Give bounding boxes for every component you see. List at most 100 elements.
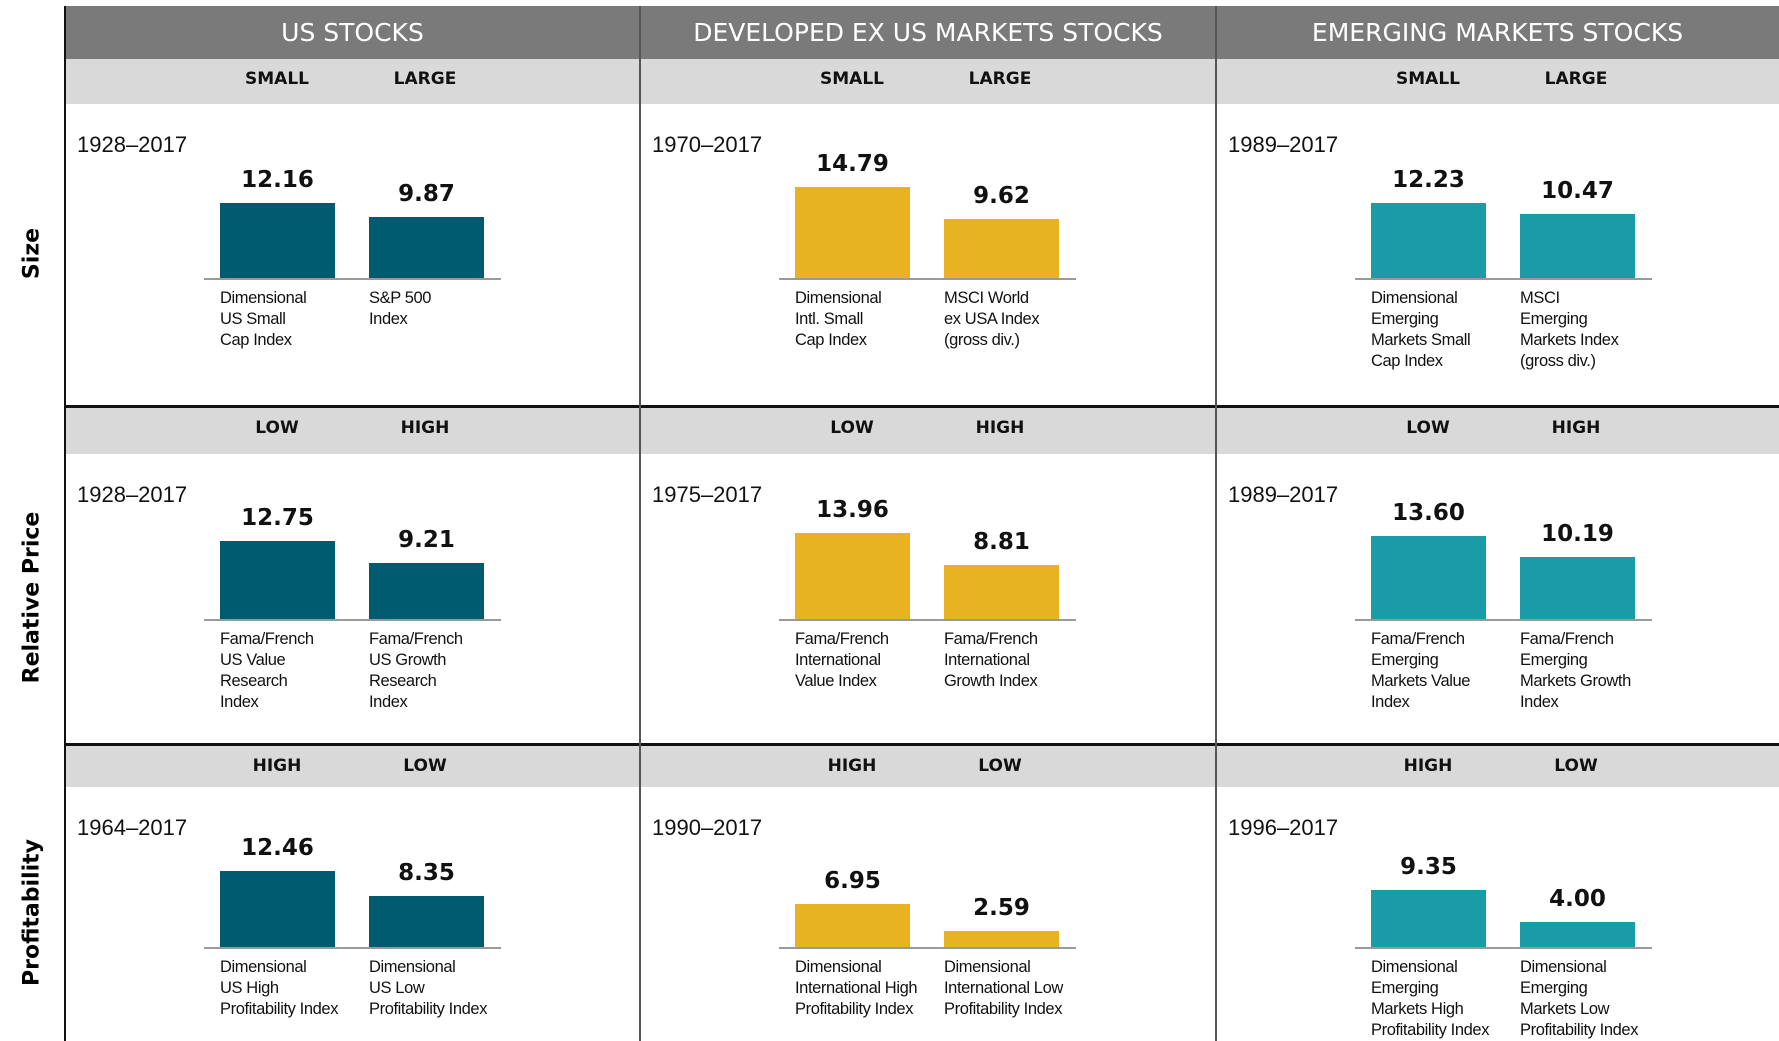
- subheader: LARGE: [1544, 69, 1608, 89]
- baseline: [204, 619, 501, 621]
- index-name: Fama/French Emerging Markets Value Index: [1371, 630, 1471, 711]
- row-label: Size: [19, 227, 45, 280]
- bar: [1520, 556, 1635, 619]
- bar: [795, 904, 910, 947]
- value-label: 9.35: [1400, 853, 1457, 880]
- value-label: 8.35: [398, 859, 455, 886]
- baseline: [1355, 619, 1652, 621]
- baseline: [779, 278, 1076, 280]
- subheader-band: [65, 408, 1779, 454]
- bar: [944, 931, 1059, 947]
- subheader: HIGH: [827, 756, 877, 776]
- period: 1928–2017: [77, 132, 188, 157]
- index-name: Dimensional Emerging Markets Low Profita…: [1520, 958, 1639, 1039]
- subheader: HIGH: [975, 418, 1025, 438]
- subheader: LARGE: [968, 69, 1032, 89]
- index-name: Dimensional US Small Cap Index: [220, 289, 307, 349]
- subheader: SMALL: [245, 69, 309, 89]
- subheader: LOW: [1554, 756, 1598, 776]
- column-divider: [1215, 6, 1217, 1041]
- subheader: HIGH: [400, 418, 450, 438]
- bar: [1371, 889, 1486, 947]
- bar: [220, 540, 335, 619]
- value-label: 13.96: [816, 497, 889, 524]
- bar: [1371, 535, 1486, 619]
- baseline: [779, 619, 1076, 621]
- value-label: 13.60: [1392, 499, 1465, 526]
- column-header: US STOCKS: [65, 6, 640, 59]
- column-header: EMERGING MARKETS STOCKS: [1216, 6, 1779, 59]
- index-name: Dimensional Emerging Markets High Profit…: [1371, 958, 1490, 1039]
- value-label: 4.00: [1549, 886, 1606, 913]
- value-label: 9.21: [398, 526, 455, 553]
- value-label: 6.95: [824, 868, 881, 895]
- value-label: 10.19: [1541, 520, 1614, 547]
- bar: [220, 870, 335, 947]
- subheader: LARGE: [393, 69, 457, 89]
- bar: [369, 217, 484, 278]
- value-label: 12.16: [241, 167, 314, 194]
- bar: [1520, 922, 1635, 947]
- subheader: SMALL: [820, 69, 884, 89]
- period: 1975–2017: [652, 482, 763, 507]
- subheader: LOW: [830, 418, 874, 438]
- subheader: SMALL: [1396, 69, 1460, 89]
- bar: [795, 187, 910, 278]
- bar: [369, 895, 484, 947]
- period: 1970–2017: [652, 132, 763, 157]
- index-name: Fama/French International Growth Index: [944, 630, 1038, 690]
- subheader: HIGH: [1551, 418, 1601, 438]
- value-label: 12.46: [241, 834, 314, 861]
- index-name: Fama/French US Value Research Index: [220, 630, 314, 711]
- value-label: 12.75: [241, 504, 314, 531]
- value-label: 2.59: [973, 895, 1030, 922]
- bar: [1520, 213, 1635, 278]
- value-label: 12.23: [1392, 167, 1465, 194]
- subheader-band: [65, 59, 1779, 104]
- index-name: S&P 500 Index: [369, 289, 432, 328]
- index-name: Fama/French Emerging Markets Growth Inde…: [1520, 630, 1631, 711]
- period: 1989–2017: [1228, 482, 1339, 507]
- subheader: LOW: [403, 756, 447, 776]
- subheader-band: [65, 746, 1779, 787]
- value-label: 14.79: [816, 151, 889, 178]
- baseline: [779, 947, 1076, 949]
- subheader: LOW: [1406, 418, 1450, 438]
- period: 1990–2017: [652, 815, 763, 840]
- index-name: Dimensional Emerging Markets Small Cap I…: [1371, 289, 1471, 370]
- index-name: MSCI Emerging Markets Index (gross div.): [1520, 289, 1619, 370]
- subheader: HIGH: [252, 756, 302, 776]
- bar: [1371, 203, 1486, 278]
- index-name: Dimensional US Low Profitability Index: [369, 958, 488, 1018]
- index-name: MSCI World ex USA Index (gross div.): [944, 289, 1040, 349]
- column-header: DEVELOPED EX US MARKETS STOCKS: [640, 6, 1216, 59]
- value-label: 9.87: [398, 181, 455, 208]
- column-divider: [64, 6, 66, 1041]
- period: 1964–2017: [77, 815, 188, 840]
- bar: [220, 203, 335, 278]
- subheader: LOW: [255, 418, 299, 438]
- row-label: Profitability: [19, 839, 45, 986]
- row-divider: [65, 743, 1779, 746]
- subheader: HIGH: [1403, 756, 1453, 776]
- bar: [795, 533, 910, 619]
- baseline: [204, 278, 501, 280]
- row-label: Relative Price: [19, 511, 45, 683]
- value-label: 8.81: [973, 528, 1030, 555]
- index-name: Dimensional International High Profitabi…: [795, 958, 918, 1018]
- index-name: Dimensional US High Profitability Index: [220, 958, 339, 1018]
- index-name: Dimensional Intl. Small Cap Index: [795, 289, 882, 349]
- period: 1928–2017: [77, 482, 188, 507]
- baseline: [1355, 278, 1652, 280]
- value-label: 9.62: [973, 183, 1030, 210]
- row-divider: [65, 405, 1779, 408]
- index-name: Fama/French US Growth Research Index: [369, 630, 463, 711]
- value-label: 10.47: [1541, 177, 1614, 204]
- bar: [944, 564, 1059, 619]
- bar: [369, 562, 484, 619]
- baseline: [1355, 947, 1652, 949]
- index-name: Fama/French International Value Index: [795, 630, 889, 690]
- column-divider: [639, 6, 641, 1041]
- period: 1989–2017: [1228, 132, 1339, 157]
